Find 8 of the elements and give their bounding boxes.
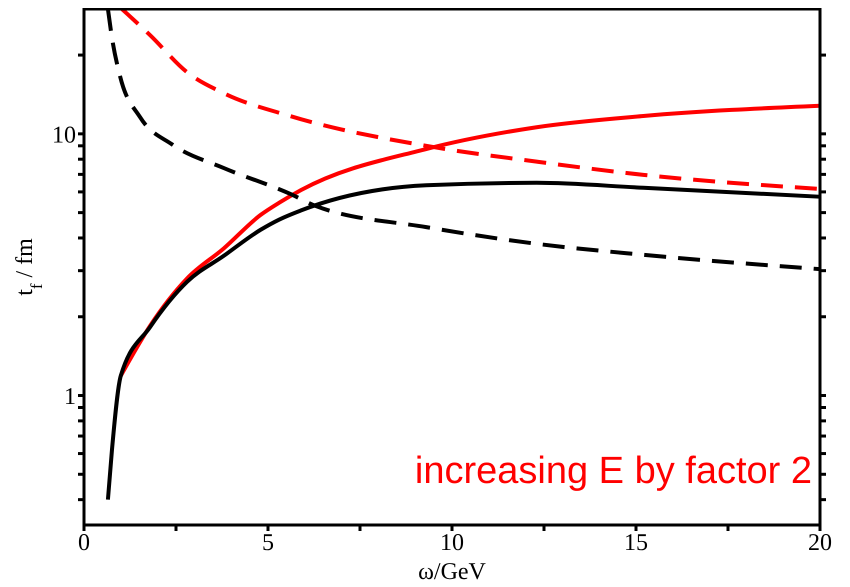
annotation: increasing E by factor 2 xyxy=(414,450,812,492)
x-tick-label: 0 xyxy=(78,530,90,556)
x-tick-label: 10 xyxy=(440,530,464,556)
x-tick-label: 20 xyxy=(808,530,832,556)
y-tick-label: 1 xyxy=(64,384,76,410)
x-tick-label: 15 xyxy=(624,530,648,556)
x-axis-title: ω/GeV xyxy=(418,559,487,585)
x-tick-label: 5 xyxy=(262,530,274,556)
